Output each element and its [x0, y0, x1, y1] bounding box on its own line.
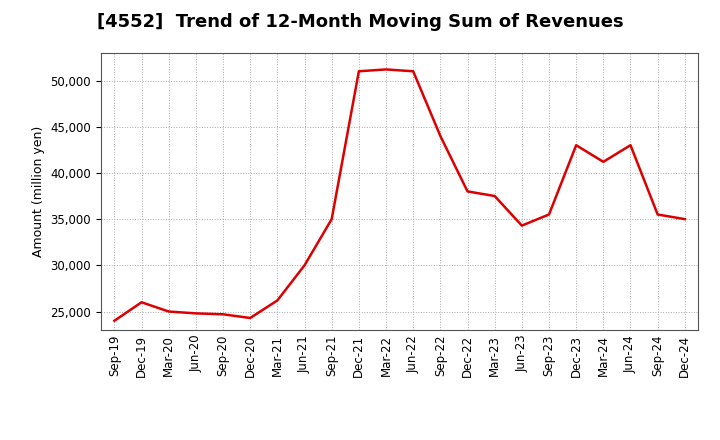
Y-axis label: Amount (million yen): Amount (million yen)	[32, 126, 45, 257]
Text: [4552]  Trend of 12-Month Moving Sum of Revenues: [4552] Trend of 12-Month Moving Sum of R…	[96, 13, 624, 31]
